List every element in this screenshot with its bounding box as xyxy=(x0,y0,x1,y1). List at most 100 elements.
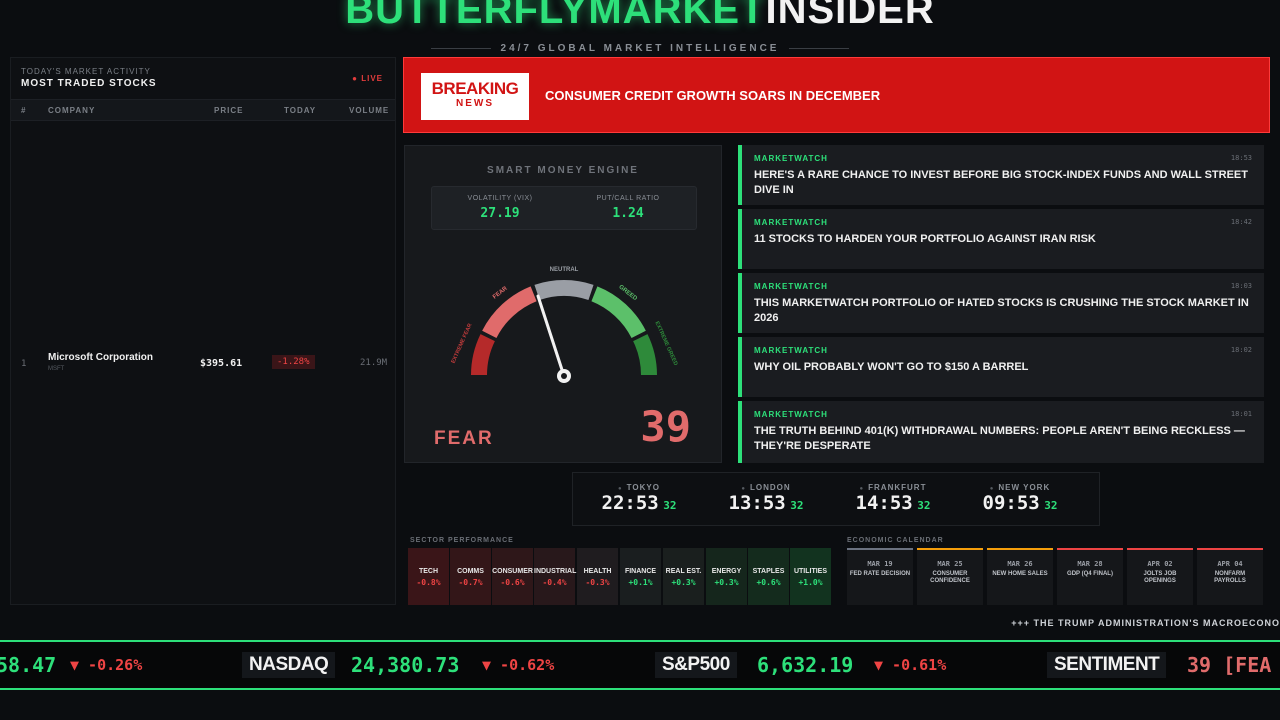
event-name: NEW HOME SALES xyxy=(992,571,1048,577)
event-name: CONSUMER CONFIDENCE xyxy=(930,571,970,584)
news-source: MARKETWATCH xyxy=(754,410,828,419)
sentiment-value: 39 xyxy=(640,402,691,451)
event-date: MAR 26 xyxy=(1007,560,1033,568)
panel-title: MOST TRADED STOCKS xyxy=(21,78,157,89)
gauge-seg-fear xyxy=(482,286,537,339)
sector-value: +0.3% xyxy=(671,578,696,587)
clock-london: LONDON 13:53 32 xyxy=(716,473,816,514)
clock-city: LONDON xyxy=(716,483,816,492)
brand-part-1: BUTTERFLYMARKET xyxy=(345,0,766,32)
row-price: $395.61 xyxy=(200,358,243,369)
brand-part-2: INSIDER xyxy=(765,0,935,32)
news-item[interactable]: MARKETWATCH 18:01 THE TRUTH BEHIND 401(K… xyxy=(738,401,1264,463)
sector-tile[interactable]: HEALTH -0.3% xyxy=(577,548,618,605)
gauge-seg-neutral xyxy=(534,280,594,301)
col-volume: VOLUME xyxy=(349,106,390,115)
smart-money-panel: SMART MONEY ENGINE VOLATILITY (VIX) 27.1… xyxy=(404,145,722,463)
news-time: 18:53 xyxy=(1230,154,1252,162)
news-source: MARKETWATCH xyxy=(754,154,828,163)
row-volume: 21.9M xyxy=(360,358,388,368)
news-time: 18:02 xyxy=(1230,346,1252,354)
news-source: MARKETWATCH xyxy=(754,282,828,291)
ticker-change-sp500: ▼ -0.61% xyxy=(874,656,947,674)
sector-tile[interactable]: ENERGY +0.3% xyxy=(706,548,747,605)
zone-neutral-label: NEUTRAL xyxy=(550,267,579,273)
row-rank: 1 xyxy=(21,359,27,369)
breaking-news-banner[interactable]: BREAKING NEWS CONSUMER CREDIT GROWTH SOA… xyxy=(403,57,1270,133)
sector-value: -0.4% xyxy=(542,578,567,587)
sector-name: HEALTH xyxy=(583,568,612,575)
event-date: APR 02 xyxy=(1147,560,1173,568)
breaking-news-logo: BREAKING NEWS xyxy=(421,73,529,120)
news-headline: THIS MARKETWATCH PORTFOLIO OF HATED STOC… xyxy=(754,297,1249,324)
calendar-event[interactable]: APR 02 JOLTS JOB OPENINGS xyxy=(1127,548,1193,605)
event-name: GDP (Q4 FINAL) xyxy=(1067,571,1113,577)
gauge-seg-extreme-fear xyxy=(471,334,495,376)
brand-logo: BUTTERFLYMARKETINSIDER xyxy=(0,0,1280,33)
sector-tile[interactable]: UTILITIES +1.0% xyxy=(790,548,831,605)
sector-value: -0.7% xyxy=(458,578,483,587)
panel-subtitle: TODAY'S MARKET ACTIVITY xyxy=(21,67,151,76)
zone-fear-label: FEAR xyxy=(492,285,509,300)
clock-city: NEW YORK xyxy=(970,483,1070,492)
world-clocks: TOKYO 22:53 32 LONDON 13:53 32 FRANKFURT… xyxy=(572,472,1100,526)
news-headline: 11 STOCKS TO HARDEN YOUR PORTFOLIO AGAIN… xyxy=(754,233,1096,245)
sector-tile[interactable]: CONSUMER -0.6% xyxy=(492,548,533,605)
event-date: MAR 28 xyxy=(1077,560,1103,568)
sector-value: +0.3% xyxy=(714,578,739,587)
sentiment-label: FEAR xyxy=(434,428,494,449)
clock-city: FRANKFURT xyxy=(843,483,943,492)
zone-extreme-greed-label: EXTREME GREED xyxy=(653,321,678,367)
news-time: 18:03 xyxy=(1230,282,1252,290)
sector-performance-title: SECTOR PERFORMANCE xyxy=(410,537,514,544)
sector-tile[interactable]: COMMS -0.7% xyxy=(450,548,491,605)
news-headline: WHY OIL PROBABLY WON'T GO TO $150 A BARR… xyxy=(754,361,1029,373)
news-item[interactable]: MARKETWATCH 18:42 11 STOCKS TO HARDEN YO… xyxy=(738,209,1264,269)
clock-seconds: 32 xyxy=(917,499,931,512)
col-rank: # xyxy=(21,106,27,115)
event-date: APR 04 xyxy=(1217,560,1243,568)
news-headline: HERE'S A RARE CHANCE TO INVEST BEFORE BI… xyxy=(754,169,1248,196)
table-row[interactable]: 1 Microsoft Corporation MSFT $395.61 -1.… xyxy=(11,350,395,380)
col-company: COMPANY xyxy=(48,106,96,115)
clock-seconds: 32 xyxy=(1044,499,1058,512)
ticker-value-sentiment: 39 [FEA xyxy=(1187,653,1272,677)
put-call-value: 1.24 xyxy=(612,206,644,221)
calendar-event[interactable]: APR 04 NONFARM PAYROLLS xyxy=(1197,548,1263,605)
clock-city: TOKYO xyxy=(589,483,689,492)
calendar-event[interactable]: MAR 25 CONSUMER CONFIDENCE xyxy=(917,548,983,605)
sector-tile[interactable]: TECH -0.8% xyxy=(408,548,449,605)
news-item[interactable]: MARKETWATCH 18:03 THIS MARKETWATCH PORTF… xyxy=(738,273,1264,333)
sector-value: +0.1% xyxy=(628,578,653,587)
index-ticker: 58.47 ▼ -0.26% NASDAQ 24,380.73 ▼ -0.62%… xyxy=(0,640,1280,690)
news-source: MARKETWATCH xyxy=(754,346,828,355)
vix-value: 27.19 xyxy=(480,206,520,221)
news-item[interactable]: MARKETWATCH 18:02 WHY OIL PROBABLY WON'T… xyxy=(738,337,1264,397)
news-source: MARKETWATCH xyxy=(754,218,828,227)
news-item[interactable]: MARKETWATCH 18:53 HERE'S A RARE CHANCE T… xyxy=(738,145,1264,205)
sector-tile[interactable]: FINANCE +0.1% xyxy=(620,548,661,605)
table-header: # COMPANY PRICE TODAY VOLUME xyxy=(11,99,395,121)
calendar-event[interactable]: MAR 26 NEW HOME SALES xyxy=(987,548,1053,605)
economic-calendar-title: ECONOMIC CALENDAR xyxy=(847,537,944,544)
sector-tile[interactable]: INDUSTRIAL -0.4% xyxy=(534,548,576,605)
sector-value: +0.6% xyxy=(756,578,781,587)
sector-tile[interactable]: STAPLES +0.6% xyxy=(748,548,789,605)
sector-value: -0.6% xyxy=(500,578,525,587)
event-date: MAR 19 xyxy=(867,560,893,568)
col-today: TODAY xyxy=(284,106,317,115)
ticker-change: ▼ -0.26% xyxy=(70,656,143,674)
sector-name: REAL EST. xyxy=(665,568,702,575)
sector-name: CONSUMER xyxy=(492,568,533,575)
news-marquee: +++ THE TRUMP ADMINISTRATION'S MACROECON… xyxy=(1011,618,1280,628)
sector-tile[interactable]: REAL EST. +0.3% xyxy=(663,548,704,605)
ticker-change-nasdaq: ▼ -0.62% xyxy=(482,656,555,674)
ticker-value-sp500: 6,632.19 xyxy=(757,653,854,677)
event-name: JOLTS JOB OPENINGS xyxy=(1143,571,1177,584)
sector-value: +1.0% xyxy=(798,578,823,587)
calendar-event[interactable]: MAR 19 FED RATE DECISION xyxy=(847,548,913,605)
gauge-seg-extreme-greed xyxy=(633,334,657,376)
sector-name: FINANCE xyxy=(624,568,657,575)
calendar-event[interactable]: MAR 28 GDP (Q4 FINAL) xyxy=(1057,548,1123,605)
gauge-needle xyxy=(536,294,566,378)
